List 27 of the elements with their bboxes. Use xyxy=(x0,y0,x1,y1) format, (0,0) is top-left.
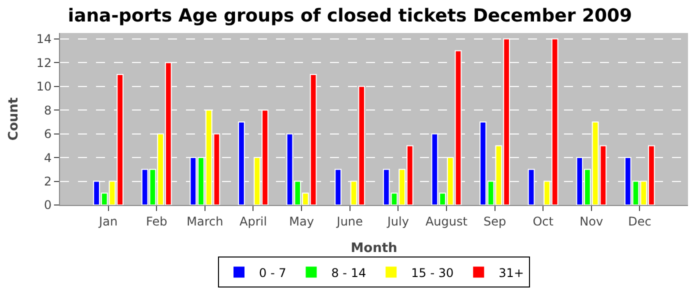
x-tick-label: Oct xyxy=(532,214,554,228)
x-tick-label: May xyxy=(289,214,314,228)
x-tick-label: Nov xyxy=(580,214,604,228)
y-axis-title: Count xyxy=(6,97,22,141)
x-tick-label: July xyxy=(386,214,409,228)
y-tick-label: 12 xyxy=(36,56,52,70)
y-tick-label: 4 xyxy=(44,150,52,165)
y-tick-label: 2 xyxy=(44,174,52,188)
legend-label: 8 - 14 xyxy=(331,266,366,280)
x-tick-label: June xyxy=(336,214,363,228)
x-tick-label: Sep xyxy=(483,214,506,228)
y-tick-label: 14 xyxy=(36,32,52,46)
x-tick-label: Dec xyxy=(628,214,652,228)
x-axis-title: Month xyxy=(350,241,398,256)
x-tick-label: Feb xyxy=(146,214,168,228)
legend-label: 15 - 30 xyxy=(411,266,454,280)
x-tick-label: August xyxy=(425,214,468,228)
y-tick-label: 0 xyxy=(44,198,52,212)
x-tick-label: March xyxy=(186,214,224,228)
legend-label: 31+ xyxy=(498,266,524,280)
y-tick-label: 8 xyxy=(44,103,52,118)
y-tick-label: 6 xyxy=(44,127,52,142)
x-tick-label: Jan xyxy=(98,214,118,228)
chart-title: iana-ports Age groups of closed tickets December 2009 xyxy=(68,6,632,27)
legend-label: 0 - 7 xyxy=(259,266,286,280)
x-tick-label: April xyxy=(240,214,267,228)
y-tick-label: 10 xyxy=(36,80,52,94)
